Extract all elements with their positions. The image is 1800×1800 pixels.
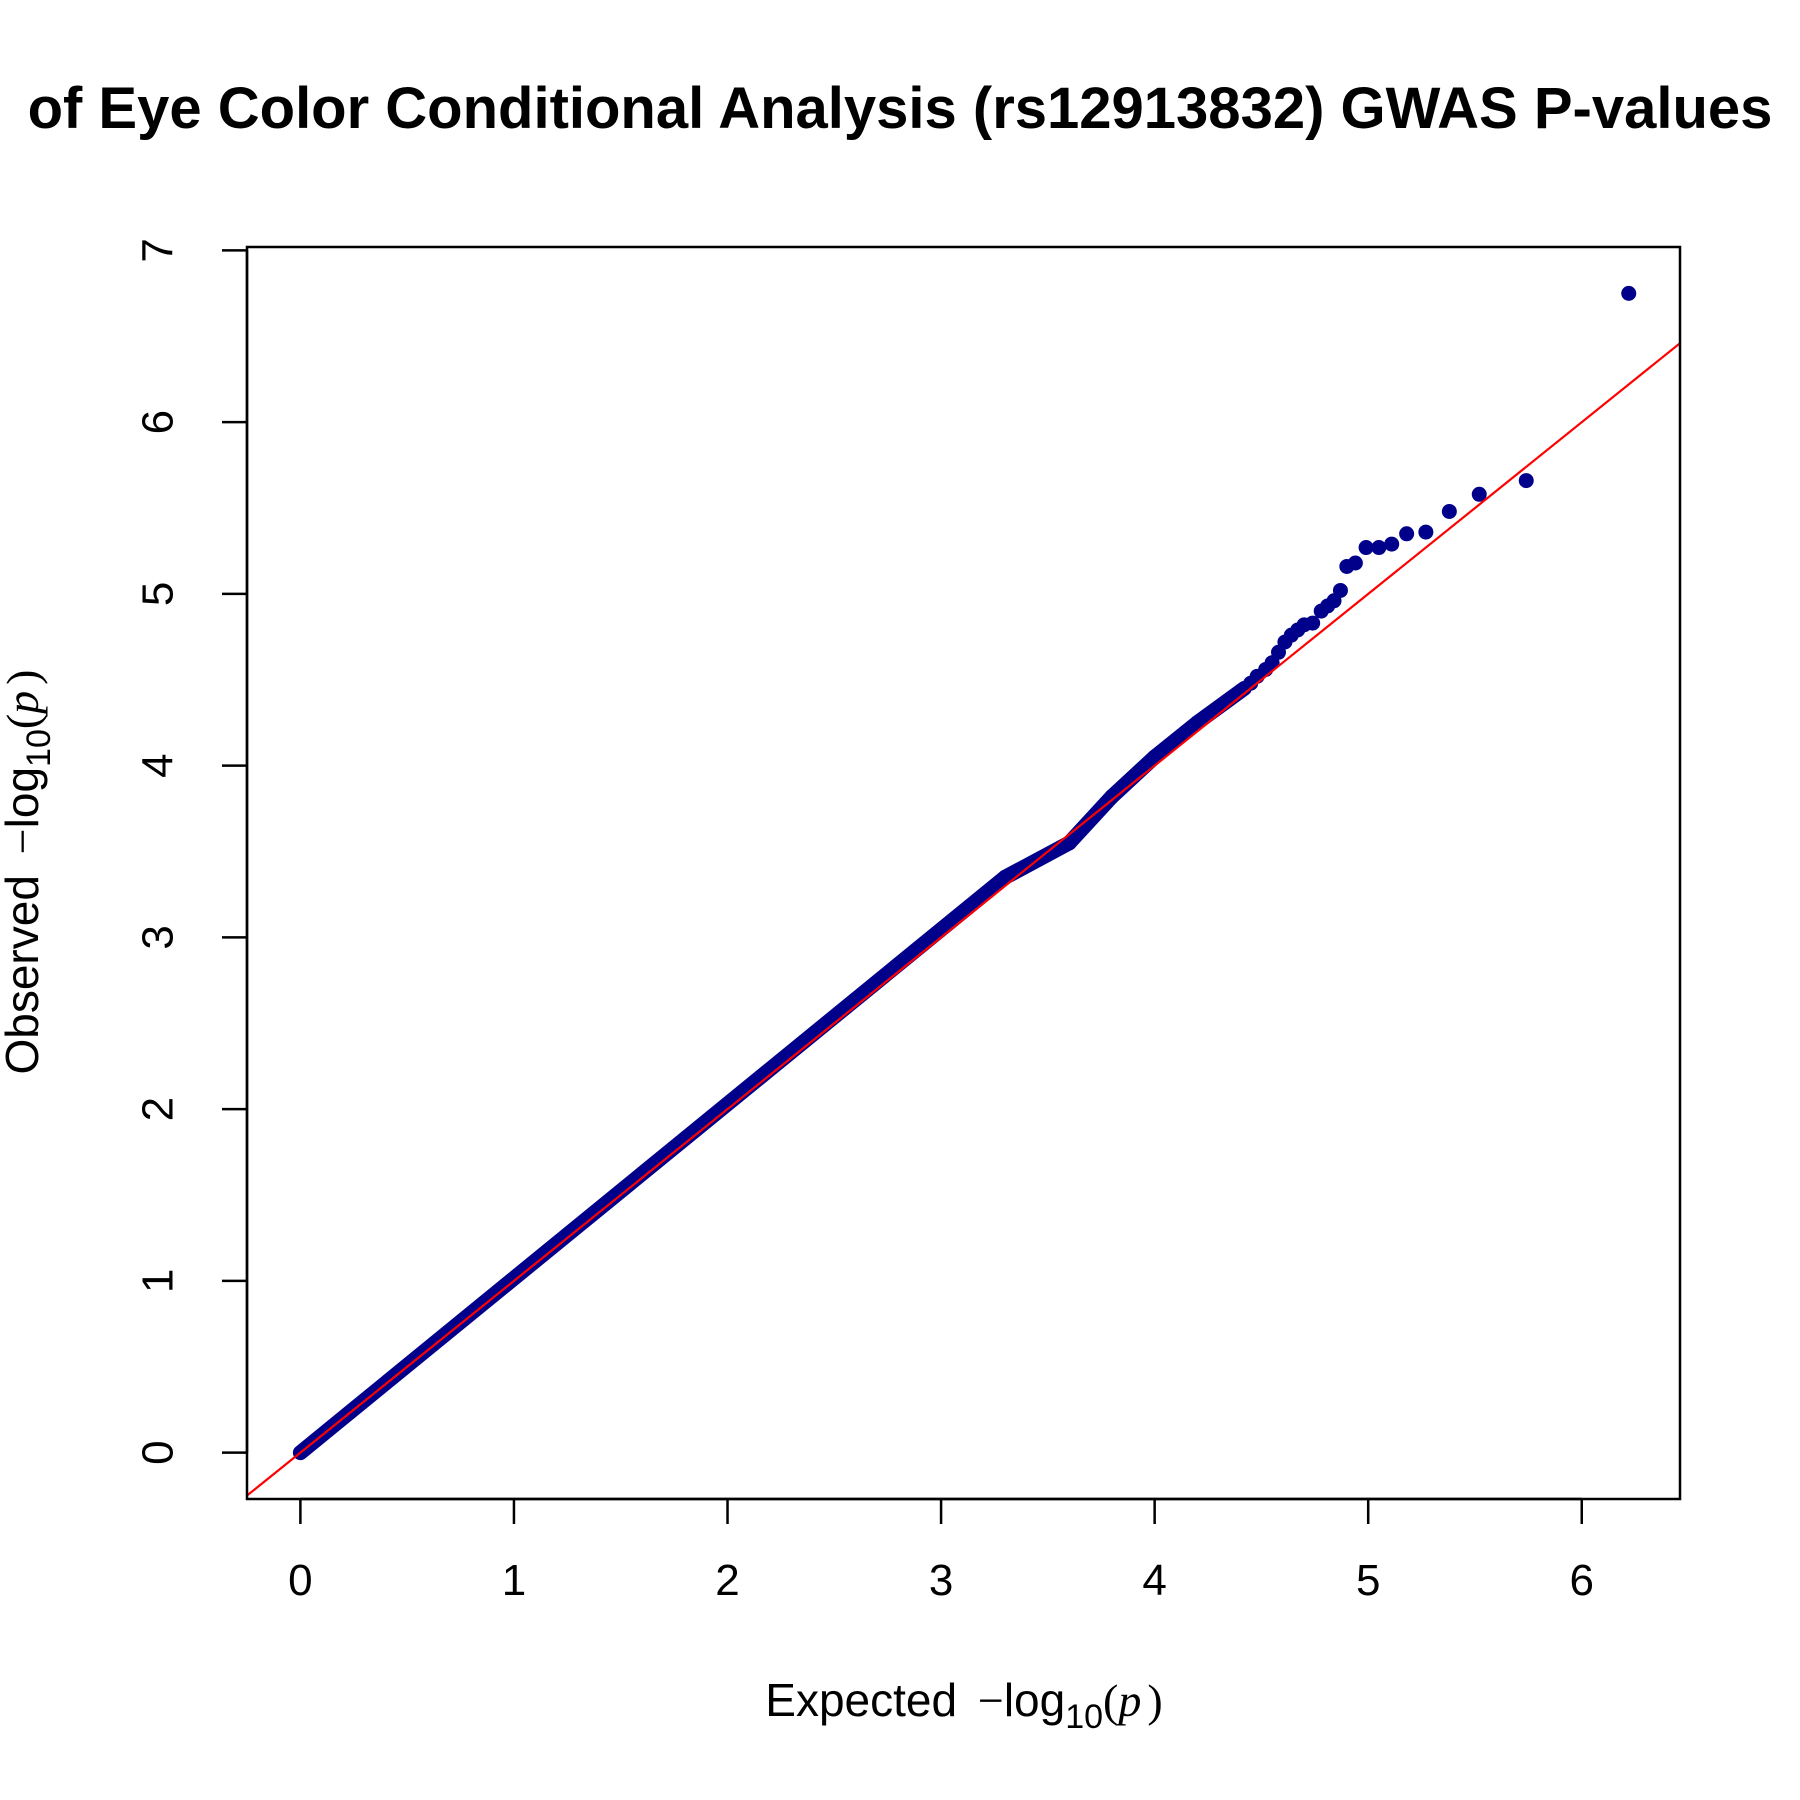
x-axis-label-minus: − (978, 1675, 1004, 1726)
y-axis-label-minus: − (0, 828, 48, 854)
y-axis-label-open: ( (0, 714, 48, 729)
y-axis: 0 1 2 3 4 5 6 7 (134, 238, 249, 1465)
points-dense-run-0 (292, 869, 1013, 1461)
x-tick-label: 3 (929, 1556, 953, 1605)
y-tick-label: 4 (134, 753, 183, 777)
y-tick-label: 5 (134, 582, 183, 606)
reference-line (247, 342, 1680, 1497)
y-tick-label: 7 (134, 238, 183, 262)
data-point (1621, 285, 1637, 301)
x-axis-label-close: ) (1147, 1675, 1162, 1726)
data-point (1358, 540, 1374, 556)
plot-area (247, 285, 1680, 1497)
x-axis-label-var: p (1115, 1675, 1141, 1726)
points-dense-run-5 (1189, 680, 1252, 731)
x-tick-label: 1 (502, 1556, 526, 1605)
y-tick-label: 3 (134, 925, 183, 949)
y-axis-label: Observed −log10(p) (0, 669, 58, 1074)
points-dense-run-3 (1104, 749, 1163, 805)
x-axis: 0 1 2 3 4 5 6 (288, 1497, 1594, 1605)
points-dense-run-4 (1147, 715, 1205, 765)
data-point (1399, 526, 1415, 542)
data-point (1441, 503, 1457, 519)
x-axis-label-open: ( (1103, 1675, 1118, 1726)
y-axis-label-sub: 10 (20, 729, 58, 767)
data-point (1418, 524, 1434, 540)
y-axis-label-var: p (0, 691, 48, 717)
data-point (1371, 540, 1387, 556)
data-point (1384, 536, 1400, 552)
x-axis-label-prefix: Expected (765, 1674, 957, 1726)
chart-title: of Eye Color Conditional Analysis (rs129… (28, 76, 1773, 141)
x-axis-label-log: log (1004, 1674, 1065, 1726)
data-point (1347, 555, 1363, 571)
data-point (1332, 582, 1348, 598)
y-tick-label: 6 (134, 410, 183, 434)
data-point (1305, 615, 1321, 631)
x-tick-label: 2 (715, 1556, 739, 1605)
x-tick-label: 4 (1142, 1556, 1166, 1605)
data-point (1518, 473, 1534, 489)
x-axis-label-sub: 10 (1065, 1698, 1103, 1736)
x-tick-label: 5 (1356, 1556, 1380, 1605)
y-tick-label: 2 (134, 1097, 183, 1121)
x-tick-label: 6 (1570, 1556, 1594, 1605)
y-tick-label: 1 (134, 1269, 183, 1293)
x-axis-label: Expected −log10(p) (765, 1674, 1162, 1736)
x-tick-label: 0 (288, 1556, 312, 1605)
y-tick-label: 0 (134, 1440, 183, 1464)
y-axis-label-log: log (0, 767, 48, 828)
y-axis-label-close: ) (0, 669, 48, 684)
points-dense-run-2 (1061, 789, 1120, 851)
y-axis-label-prefix: Observed (0, 875, 48, 1074)
data-point (1471, 486, 1487, 502)
